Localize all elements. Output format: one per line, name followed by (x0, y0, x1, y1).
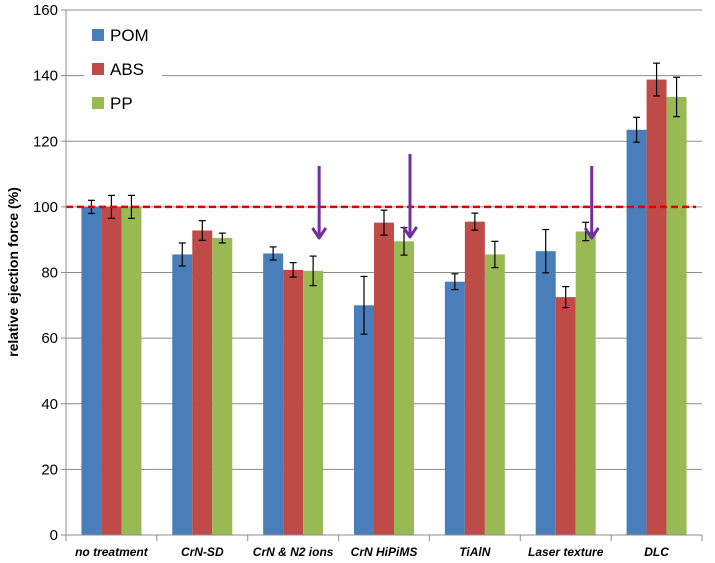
arrows (311, 154, 600, 240)
y-tick-label: 100 (33, 199, 58, 216)
bar-abs (192, 230, 213, 535)
error-bars (87, 62, 681, 335)
arrow-head (584, 227, 600, 240)
arrow (584, 166, 600, 240)
bar-pp (575, 231, 596, 535)
y-tick-label: 160 (33, 2, 58, 19)
arrow-head (402, 226, 418, 239)
x-tick-label: CrN-SD (181, 545, 224, 559)
bar-abs (283, 269, 304, 535)
arrow (311, 166, 327, 240)
bar-pom (354, 305, 374, 535)
legend-swatch-pp (92, 97, 104, 109)
arrow (402, 154, 418, 239)
y-tick-label: 60 (41, 330, 58, 347)
legend-label-pp: PP (110, 94, 133, 113)
x-tick-label: no treatment (75, 545, 149, 559)
x-tick-label: Laser texture (528, 545, 604, 559)
bar-abs (464, 221, 485, 535)
bars (81, 79, 687, 535)
y-tick-label: 80 (41, 265, 58, 282)
y-tick-label: 40 (41, 396, 58, 413)
bar-abs (555, 297, 576, 535)
x-tick-label: CrN HiPiMS (351, 545, 418, 559)
x-tick-label: CrN & N2 ions (253, 545, 334, 559)
legend-background (84, 22, 162, 140)
bar-abs (101, 206, 122, 535)
bar-pom (444, 281, 465, 535)
legend-swatch-abs (92, 63, 104, 75)
legend: POM ABS PP (84, 22, 162, 140)
bar-pom (172, 254, 193, 535)
bar-pom (626, 129, 647, 535)
arrow-head (311, 227, 327, 240)
y-tick-label: 120 (33, 133, 58, 150)
bar-pom (263, 253, 284, 535)
axes: 0 20 40 60 80 100 120 140 160 no treatment CrN-SD C… (33, 2, 703, 559)
bar-pom (81, 206, 102, 535)
bar-pp (484, 254, 505, 535)
y-tick-label: 140 (33, 68, 58, 85)
bar-pp (666, 96, 687, 535)
bar-abs (646, 79, 667, 535)
bar-pp (212, 238, 233, 535)
bar-pp (303, 270, 324, 535)
bar-abs (374, 222, 394, 535)
legend-swatch-pom (92, 29, 104, 41)
bar-pp (121, 206, 142, 535)
legend-label-abs: ABS (110, 60, 144, 79)
y-tick-label: 20 (41, 461, 58, 478)
bar-pp (394, 241, 414, 535)
legend-label-pom: POM (110, 26, 149, 45)
y-axis-title: relative ejection force (%) (5, 187, 21, 357)
y-tick-label: 0 (50, 527, 58, 544)
bar-pom (535, 251, 556, 535)
x-tick-label: TiAlN (459, 545, 490, 559)
x-tick-label: DLC (644, 545, 669, 559)
